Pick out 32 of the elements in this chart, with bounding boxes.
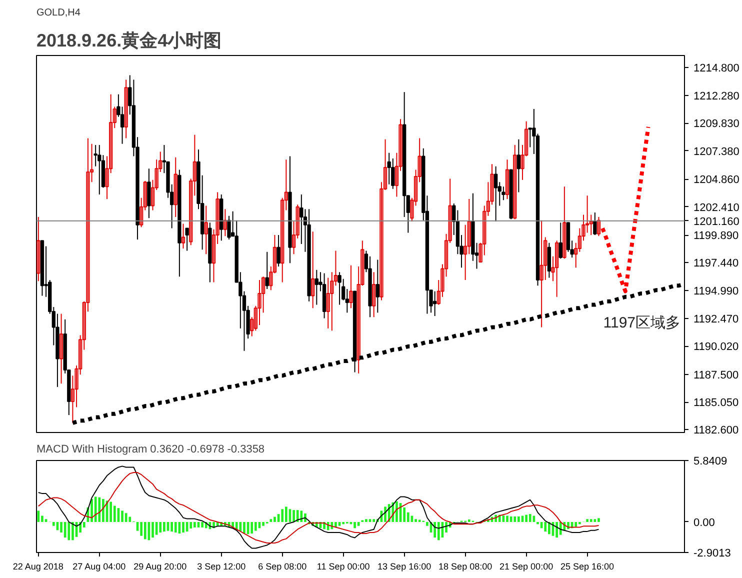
x-tick-label: 18 Sep 08:00 [438, 562, 492, 572]
x-tick-label: 27 Aug 04:00 [72, 562, 126, 572]
x-tick-label: 21 Sep 00:00 [500, 562, 554, 572]
y-tick-label: 1209.830 [694, 118, 740, 130]
x-tick-label: 13 Sep 16:00 [378, 562, 432, 572]
y-tick-label: -2.9013 [694, 548, 731, 560]
y-tick-label: 1214.800 [694, 62, 740, 74]
y-tick-label: 0.00 [694, 516, 715, 529]
y-tick-label: 1185.050 [694, 397, 739, 410]
y-tick-label: 1190.020 [694, 341, 739, 354]
y-tick-label: 1202.410 [694, 202, 740, 214]
y-tick-label: 1182.600 [694, 424, 739, 437]
x-tick-label: 3 Sep 12:00 [197, 562, 246, 572]
y-tick-label: 1197.440 [694, 258, 739, 270]
x-tick-label: 11 Sep 00:00 [316, 562, 370, 572]
chart-title: MACD With Histogram 0.3620 -0.6978 -0.3358 [36, 444, 265, 456]
y-tick-label: 1199.890 [694, 230, 739, 242]
x-tick-label: 29 Aug 20:00 [134, 562, 187, 572]
y-tick-label: 1194.990 [694, 285, 739, 298]
y-tick-label: 1207.380 [694, 146, 740, 158]
y-tick-label: 1187.500 [694, 370, 739, 382]
chart-title: 2018.9.26.黄金4小时图 [36, 30, 222, 50]
y-tick-label: 1204.860 [694, 174, 740, 186]
annotation: 1197区域多 [603, 314, 681, 332]
x-tick-label: 25 Sep 16:00 [560, 562, 614, 572]
text: GOLD,H4 [36, 8, 81, 18]
y-tick-label: 5.8409 [694, 456, 728, 468]
x-tick-label: 6 Sep 08:00 [258, 562, 307, 572]
y-tick-label: 1192.470 [694, 314, 739, 326]
x-tick-label: 22 Aug 2018 [12, 562, 64, 572]
ref-line-label: 1201.160 [694, 216, 740, 228]
y-tick-label: 1212.280 [694, 90, 740, 103]
